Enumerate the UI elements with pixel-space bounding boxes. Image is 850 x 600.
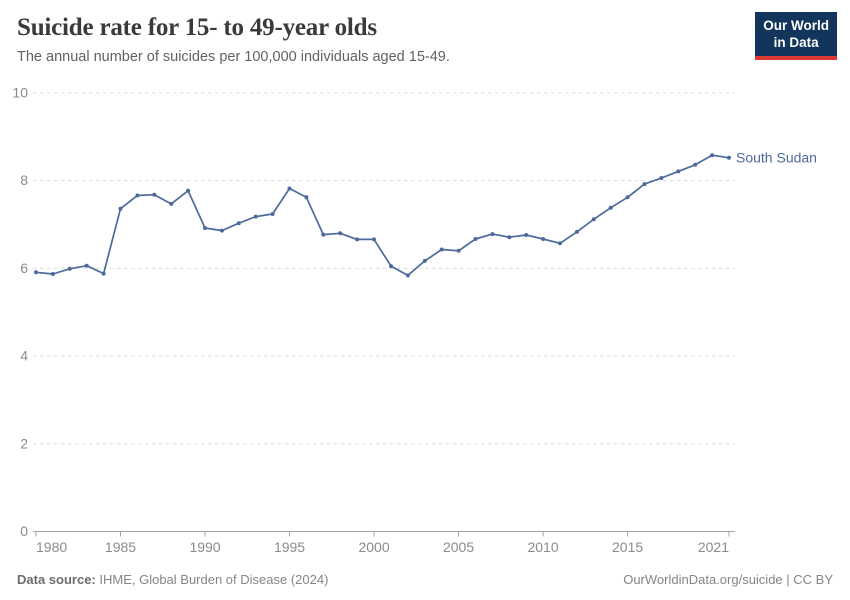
data-point-1998	[338, 231, 343, 236]
data-point-2005	[456, 248, 461, 253]
owid-logo-line2: in Data	[773, 34, 819, 50]
data-point-2007	[490, 232, 495, 237]
chart-footer: Data source: IHME, Global Burden of Dise…	[17, 572, 833, 587]
data-point-2010	[541, 237, 546, 241]
data-source-note: Data source: IHME, Global Burden of Dise…	[17, 572, 328, 587]
x-tick-label-2021: 2021	[698, 539, 729, 555]
owid-logo-line1: Our World	[763, 18, 829, 33]
data-point-2009	[524, 233, 529, 237]
data-point-2016	[642, 182, 647, 187]
data-point-2018	[676, 169, 681, 174]
data-point-2017	[659, 176, 664, 180]
data-point-1986	[135, 193, 140, 198]
data-point-2011	[558, 241, 562, 246]
owid-url-link[interactable]: OurWorldinData.org/suicide | CC BY	[623, 572, 833, 587]
data-point-1981	[50, 272, 55, 276]
data-point-1997	[321, 232, 326, 237]
data-point-2019	[693, 162, 698, 167]
owid-logo[interactable]: Our World in Data	[755, 12, 837, 60]
x-tick-label-2015: 2015	[612, 539, 643, 555]
data-point-2001	[389, 264, 393, 269]
data-point-1989	[186, 188, 191, 193]
x-tick-label-2000: 2000	[358, 539, 389, 555]
data-point-2002	[405, 273, 410, 278]
data-point-2004	[439, 247, 444, 252]
data-point-1994	[270, 212, 275, 216]
x-tick-label-1980: 1980	[36, 539, 67, 555]
data-line-south-sudan	[35, 154, 730, 277]
data-point-2013	[591, 217, 596, 222]
y-tick-label-4: 4	[20, 348, 28, 364]
data-point-1980	[34, 270, 38, 275]
x-tick-label-1995: 1995	[274, 539, 305, 555]
data-point-1995	[287, 186, 292, 191]
data-point-1990	[203, 226, 207, 230]
x-tick-label-2005: 2005	[443, 539, 474, 555]
y-tick-label-6: 6	[20, 260, 28, 276]
chart-subtitle: The annual number of suicides per 100,00…	[17, 49, 450, 65]
y-tick-label-8: 8	[20, 172, 28, 188]
series-end-label: South Sudan	[736, 149, 817, 165]
y-tick-label-10: 10	[12, 84, 28, 100]
data-point-2006	[473, 237, 478, 241]
data-point-2020	[710, 153, 715, 158]
data-point-1984	[101, 271, 106, 276]
data-source-label: Data source:	[17, 572, 96, 587]
data-point-1987	[152, 192, 157, 197]
y-tick-label-0: 0	[20, 523, 28, 539]
y-tick-label-2: 2	[20, 435, 28, 451]
data-point-1999	[355, 237, 360, 242]
x-tick-label-2010: 2010	[527, 539, 558, 555]
data-point-1988	[169, 201, 174, 206]
data-point-1985	[118, 206, 123, 211]
x-tick-label-1990: 1990	[189, 539, 220, 555]
data-point-2003	[422, 258, 427, 263]
data-point-1992	[236, 221, 241, 226]
data-point-2000	[372, 237, 376, 242]
data-point-1983	[84, 263, 89, 268]
data-source-text: IHME, Global Burden of Disease (2024)	[95, 572, 329, 587]
chart-header: Suicide rate for 15- to 49-year olds The…	[17, 14, 750, 65]
data-point-2014	[608, 205, 613, 210]
page-title: Suicide rate for 15- to 49-year olds	[17, 14, 377, 41]
data-point-2008	[507, 235, 512, 240]
data-point-1982	[67, 266, 72, 271]
data-point-1996	[304, 195, 309, 200]
x-tick-label-1985: 1985	[105, 539, 136, 555]
data-point-2012	[574, 229, 579, 234]
data-point-2015	[625, 195, 630, 200]
data-point-1991	[219, 228, 224, 233]
data-point-2021	[727, 155, 731, 160]
data-point-1993	[253, 214, 258, 219]
